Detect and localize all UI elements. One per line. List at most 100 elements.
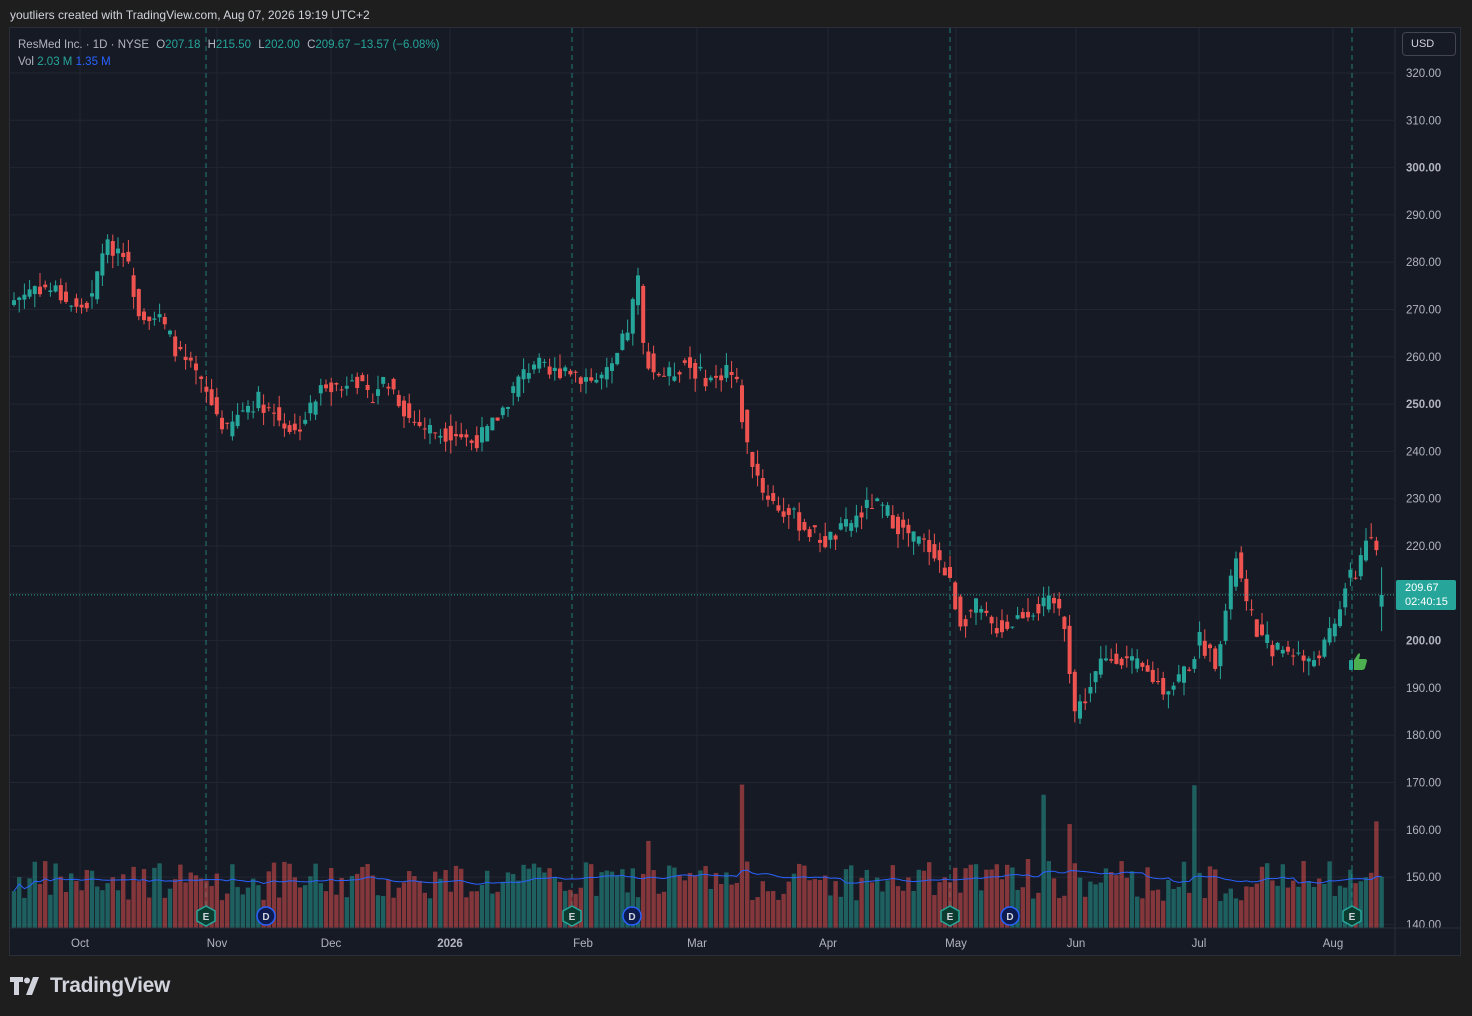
- candle-body: [1312, 660, 1316, 667]
- volume-bar: [1155, 889, 1161, 928]
- candle: [937, 542, 942, 573]
- candle-body: [807, 529, 812, 538]
- volume-bar: [880, 891, 885, 928]
- candle: [1083, 688, 1088, 711]
- candle: [1026, 598, 1030, 622]
- candle: [1020, 608, 1025, 619]
- candle: [646, 342, 651, 371]
- candle-body: [256, 391, 261, 409]
- candle: [1109, 648, 1114, 664]
- volume-bar: [916, 869, 921, 928]
- event-marker-label: E: [1349, 912, 1356, 923]
- candle-body: [812, 525, 817, 528]
- volume-bar: [422, 892, 427, 928]
- candle-body: [381, 377, 386, 384]
- volume-bar: [37, 884, 43, 928]
- legend-low-label: L: [258, 39, 265, 51]
- candle-body: [69, 305, 74, 307]
- candle: [443, 422, 448, 452]
- volume-bar: [786, 881, 791, 928]
- time-axis-label: Nov: [207, 938, 228, 950]
- candle: [942, 561, 947, 576]
- candle-body: [272, 412, 276, 414]
- candle: [1187, 666, 1192, 672]
- time-axis-label: Jul: [1192, 938, 1207, 950]
- candle-body: [1083, 701, 1088, 704]
- candle: [651, 345, 656, 380]
- volume-bar: [147, 897, 152, 928]
- volume-bar: [251, 878, 256, 928]
- candle: [760, 469, 765, 501]
- candle: [740, 379, 744, 429]
- tradingview-brand[interactable]: TradingView: [10, 973, 170, 999]
- candle: [953, 580, 958, 611]
- candle: [922, 533, 926, 553]
- volume-bar: [615, 875, 620, 928]
- volume-bar: [277, 897, 282, 928]
- candle-body: [1296, 652, 1301, 654]
- volume-bar: [1218, 900, 1223, 928]
- volume-bar: [771, 891, 776, 928]
- volume-bar: [318, 883, 323, 928]
- volume-bar: [48, 894, 53, 928]
- candle-body: [220, 417, 224, 430]
- candle: [272, 403, 276, 427]
- legend-volume-label[interactable]: Vol: [18, 56, 34, 68]
- volume-bar: [963, 868, 968, 928]
- candle-body: [651, 353, 656, 373]
- candle: [1301, 649, 1306, 673]
- candle: [1364, 528, 1368, 563]
- currency-button[interactable]: USD: [1402, 32, 1456, 56]
- price-axis-label: 290.00: [1406, 210, 1441, 222]
- candle: [1369, 523, 1374, 540]
- candle: [402, 396, 406, 428]
- candle: [287, 420, 292, 435]
- candle: [1358, 547, 1363, 580]
- candle: [558, 354, 562, 380]
- candle: [698, 353, 703, 372]
- candle: [1249, 599, 1254, 616]
- chart-canvas[interactable]: 320.00 310.00 300.00 290.00 280.00 270.00 260.…: [10, 28, 1461, 956]
- volume-bar: [105, 883, 110, 928]
- chart-frame[interactable]: 320.00 310.00 300.00 290.00 280.00 270.00 260.…: [9, 27, 1461, 956]
- volume-bar: [1098, 882, 1103, 928]
- candle-body: [875, 498, 880, 502]
- candle: [27, 279, 32, 299]
- candle: [625, 319, 630, 342]
- volume-bar: [334, 894, 339, 928]
- volume-bar: [604, 870, 609, 928]
- last-price-countdown: 02:40:15: [1405, 595, 1448, 608]
- volume-bar: [1291, 880, 1296, 928]
- candle: [672, 362, 677, 382]
- volume-bar: [27, 878, 32, 928]
- candle: [610, 357, 614, 384]
- volume-bar: [651, 870, 656, 928]
- candle-body: [922, 538, 926, 540]
- candle-body: [568, 370, 573, 375]
- volume-bar: [131, 866, 136, 928]
- candle-body: [1166, 691, 1171, 695]
- candle: [849, 519, 854, 537]
- candle-body: [136, 289, 141, 317]
- tradingview-logo-icon: [10, 977, 39, 995]
- price-axis-label: 140.00: [1406, 919, 1441, 931]
- candle-body: [1176, 674, 1181, 682]
- volume-bar: [115, 890, 121, 928]
- candle-body: [849, 523, 854, 531]
- price-axis-label: 230.00: [1406, 494, 1441, 506]
- volume-bar: [687, 872, 693, 928]
- volume-bar: [141, 868, 147, 928]
- candle: [781, 497, 786, 524]
- volume-bar: [209, 886, 214, 928]
- volume-bar: [339, 877, 344, 928]
- candle: [984, 601, 989, 617]
- candle-body: [53, 285, 58, 292]
- volume-bar: [781, 893, 786, 928]
- volume-bar: [1046, 861, 1051, 928]
- candle-body: [266, 407, 271, 409]
- candle-body: [1327, 628, 1332, 643]
- legend-symbol[interactable]: ResMed Inc. · 1D · NYSE: [18, 39, 150, 51]
- volume-bar: [1187, 892, 1192, 928]
- candle-body: [760, 478, 765, 493]
- candle-body: [1161, 677, 1166, 695]
